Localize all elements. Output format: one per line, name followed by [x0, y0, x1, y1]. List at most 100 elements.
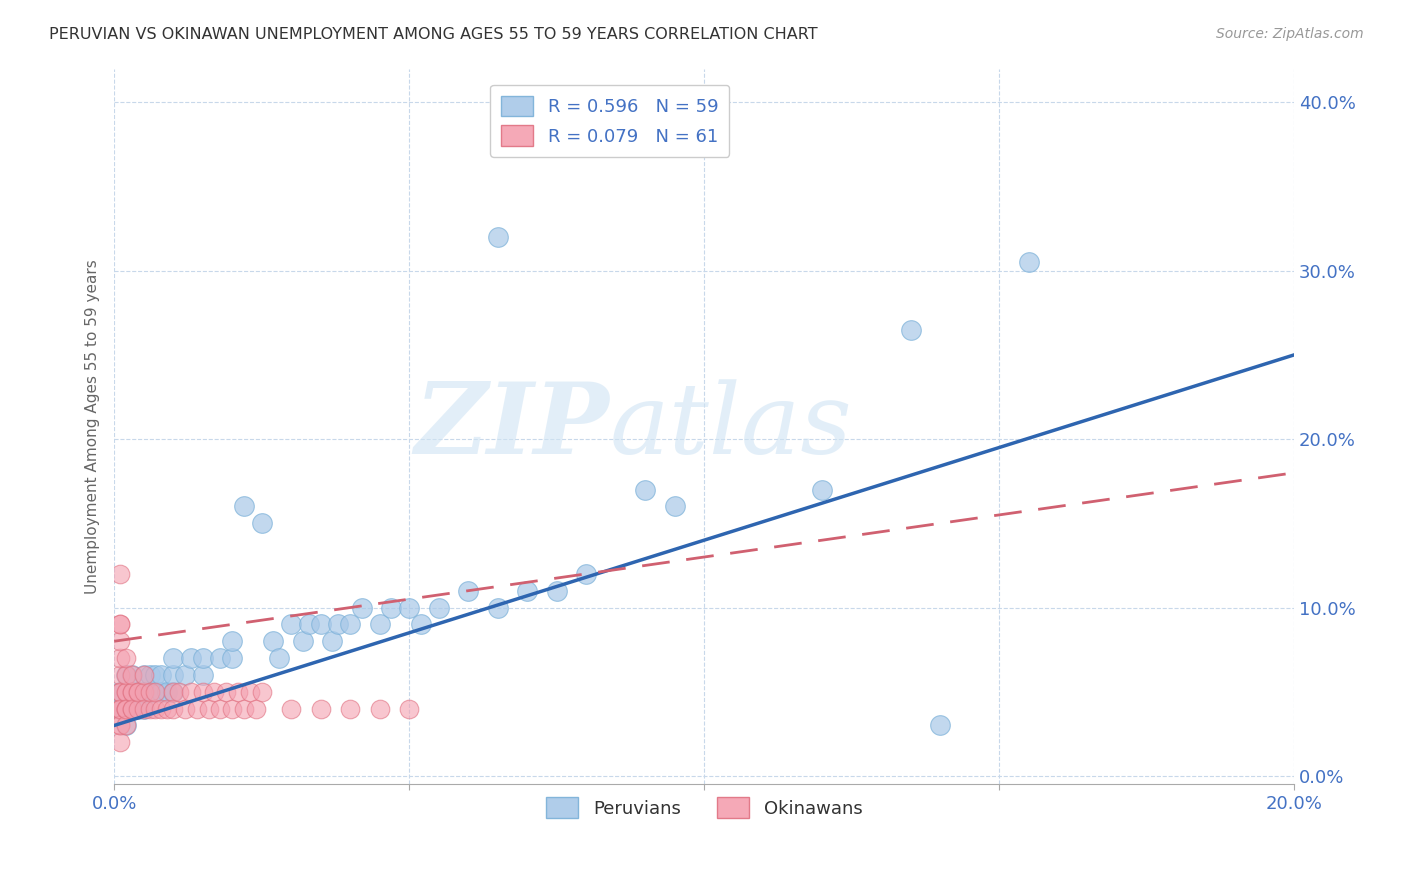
Point — [121, 701, 143, 715]
Point — [221, 634, 243, 648]
Point — [127, 685, 149, 699]
Point — [115, 718, 138, 732]
Point — [409, 617, 432, 632]
Point — [108, 634, 131, 648]
Point — [132, 685, 155, 699]
Point — [309, 701, 332, 715]
Point — [121, 668, 143, 682]
Point — [291, 634, 314, 648]
Point — [380, 600, 402, 615]
Point — [250, 516, 273, 531]
Point — [162, 701, 184, 715]
Point — [121, 685, 143, 699]
Point — [132, 685, 155, 699]
Point — [108, 718, 131, 732]
Point — [427, 600, 450, 615]
Point — [150, 668, 173, 682]
Point — [368, 617, 391, 632]
Point — [127, 685, 149, 699]
Point — [132, 668, 155, 682]
Point — [328, 617, 350, 632]
Point — [162, 651, 184, 665]
Point — [162, 685, 184, 699]
Point — [132, 701, 155, 715]
Point — [121, 685, 143, 699]
Point — [145, 685, 167, 699]
Point — [138, 685, 160, 699]
Point — [145, 685, 167, 699]
Point — [108, 566, 131, 581]
Point — [263, 634, 285, 648]
Point — [180, 685, 202, 699]
Point — [900, 323, 922, 337]
Point — [186, 701, 208, 715]
Text: ZIP: ZIP — [415, 378, 610, 475]
Point — [121, 668, 143, 682]
Point — [339, 617, 361, 632]
Point — [298, 617, 321, 632]
Point — [811, 483, 834, 497]
Point — [108, 701, 131, 715]
Point — [108, 617, 131, 632]
Point — [191, 685, 214, 699]
Y-axis label: Unemployment Among Ages 55 to 59 years: Unemployment Among Ages 55 to 59 years — [86, 259, 100, 594]
Point — [108, 701, 131, 715]
Point — [245, 701, 267, 715]
Point — [145, 701, 167, 715]
Point — [108, 735, 131, 749]
Point — [486, 600, 509, 615]
Point — [250, 685, 273, 699]
Text: PERUVIAN VS OKINAWAN UNEMPLOYMENT AMONG AGES 55 TO 59 YEARS CORRELATION CHART: PERUVIAN VS OKINAWAN UNEMPLOYMENT AMONG … — [49, 27, 818, 42]
Point — [929, 718, 952, 732]
Point — [115, 685, 138, 699]
Point — [204, 685, 226, 699]
Point — [226, 685, 249, 699]
Point — [350, 600, 373, 615]
Point — [398, 701, 420, 715]
Point — [150, 685, 173, 699]
Point — [398, 600, 420, 615]
Point — [156, 701, 179, 715]
Point — [108, 701, 131, 715]
Point — [127, 685, 149, 699]
Point — [162, 685, 184, 699]
Point — [233, 500, 256, 514]
Point — [239, 685, 262, 699]
Point — [132, 668, 155, 682]
Point — [486, 230, 509, 244]
Point — [634, 483, 657, 497]
Point — [115, 701, 138, 715]
Point — [115, 668, 138, 682]
Point — [191, 651, 214, 665]
Point — [1018, 255, 1040, 269]
Point — [269, 651, 291, 665]
Point — [150, 701, 173, 715]
Point — [191, 668, 214, 682]
Point — [221, 651, 243, 665]
Text: Source: ZipAtlas.com: Source: ZipAtlas.com — [1216, 27, 1364, 41]
Point — [233, 701, 256, 715]
Point — [575, 566, 598, 581]
Point — [127, 701, 149, 715]
Legend: Peruvians, Okinawans: Peruvians, Okinawans — [538, 790, 870, 825]
Point — [115, 685, 138, 699]
Point — [115, 701, 138, 715]
Point — [209, 701, 232, 715]
Point — [167, 685, 190, 699]
Point — [457, 583, 479, 598]
Point — [221, 701, 243, 715]
Point — [180, 651, 202, 665]
Point — [108, 617, 131, 632]
Point — [156, 685, 179, 699]
Point — [115, 651, 138, 665]
Point — [280, 617, 302, 632]
Point — [516, 583, 538, 598]
Point — [145, 668, 167, 682]
Point — [121, 701, 143, 715]
Point — [108, 718, 131, 732]
Point — [546, 583, 568, 598]
Point — [215, 685, 238, 699]
Point — [115, 701, 138, 715]
Point — [368, 701, 391, 715]
Point — [138, 668, 160, 682]
